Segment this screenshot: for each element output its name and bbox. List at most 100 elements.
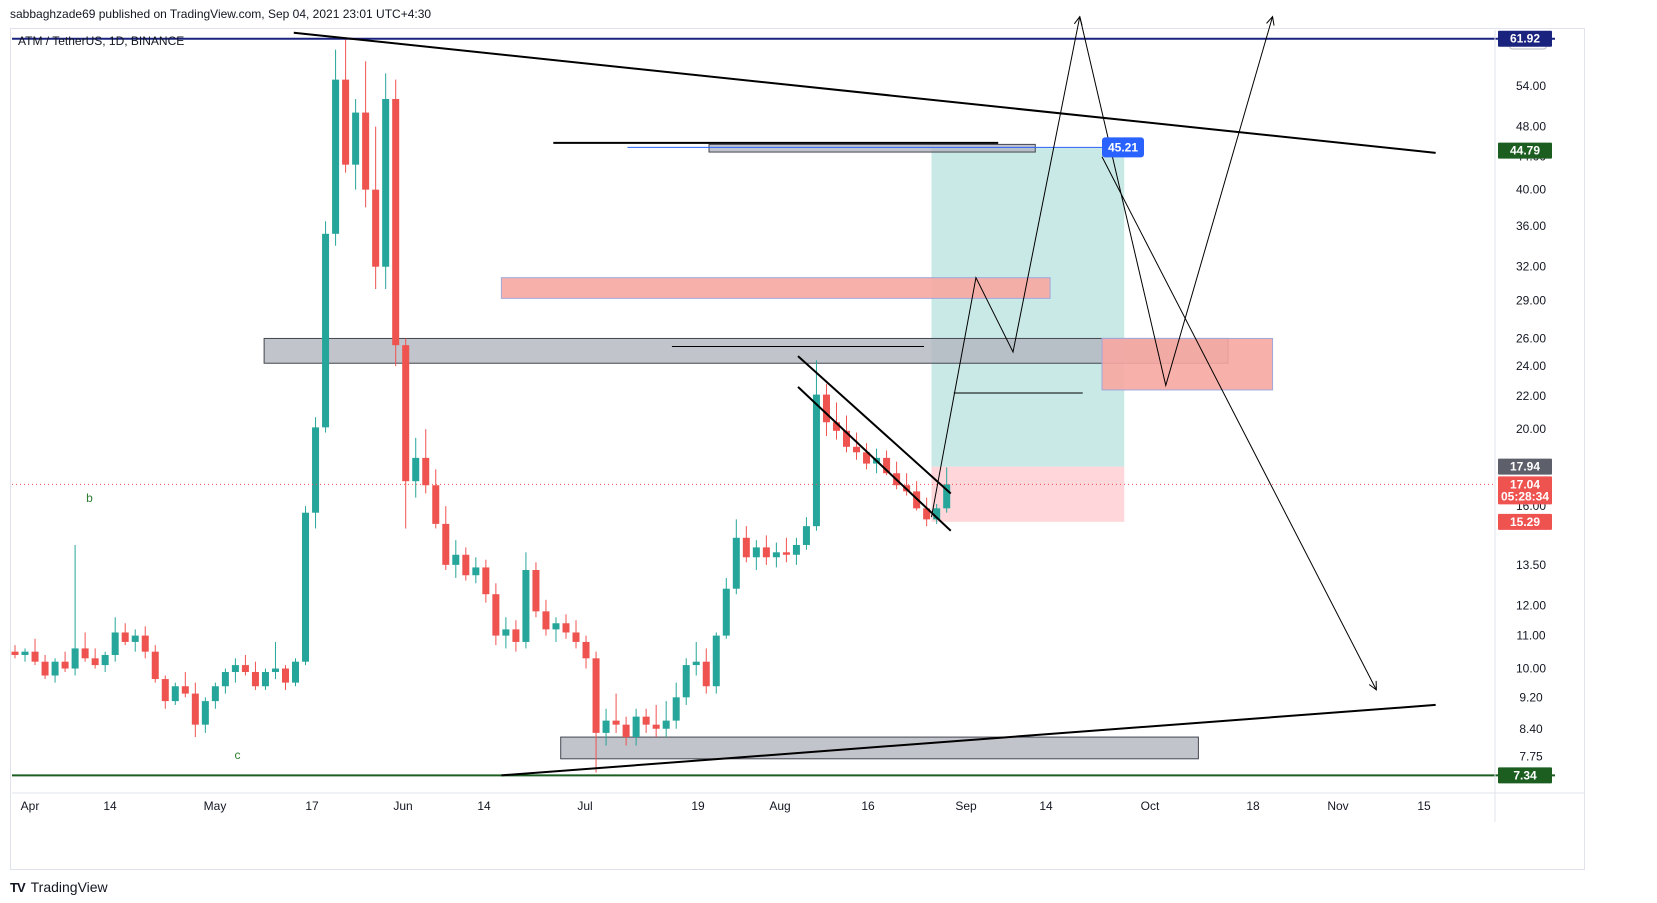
candle-body	[442, 523, 450, 565]
trendlines-layer: 45.21 b c	[12, 15, 1555, 777]
trendline	[797, 355, 952, 495]
candle-body	[392, 99, 400, 346]
price-tick: 12.00	[1516, 599, 1546, 613]
candle-body	[312, 427, 320, 513]
price-tick: 26.00	[1516, 331, 1546, 345]
candle-body	[782, 552, 790, 555]
candle-body	[702, 661, 710, 687]
candle-body	[822, 394, 830, 423]
candle-body	[722, 588, 730, 636]
target-price-badge-label: 45.21	[1108, 140, 1138, 154]
time-tick: 14	[1039, 799, 1053, 813]
candle-body	[502, 629, 510, 636]
candle-body	[41, 661, 49, 676]
wave-label: c	[234, 748, 240, 762]
candle-body	[452, 554, 460, 565]
candle-body	[522, 570, 530, 642]
price-tick: 32.00	[1516, 260, 1546, 274]
time-tick: Apr	[21, 799, 40, 813]
time-tick: 16	[861, 799, 875, 813]
price-tick: 24.00	[1516, 359, 1546, 373]
candle-body	[352, 112, 360, 165]
trendline	[293, 31, 1436, 154]
time-tick: 14	[477, 799, 491, 813]
symbol-label: ATM / TetherUS, 1D, BINANCE	[18, 34, 185, 48]
trendline	[501, 703, 1436, 777]
countdown-label: 05:28:34	[1501, 489, 1549, 503]
time-tick: Aug	[769, 799, 790, 813]
candle-body	[211, 686, 219, 702]
target-price-badge	[1102, 137, 1145, 158]
time-tick: 17	[305, 799, 319, 813]
time-tick: Oct	[1141, 799, 1160, 813]
target-box	[931, 147, 1125, 467]
grey-box	[708, 143, 1036, 153]
candle-body	[271, 668, 279, 672]
candle-body	[752, 547, 760, 558]
price-tick: 29.00	[1516, 294, 1546, 308]
candle-body	[261, 671, 269, 687]
candle-body	[11, 651, 19, 655]
arrow-head	[1368, 680, 1377, 691]
grey-box	[560, 736, 1199, 760]
candles-layer	[11, 38, 951, 773]
candle-body	[51, 661, 59, 676]
candle-body	[171, 686, 179, 702]
price-tick: 10.00	[1516, 662, 1546, 676]
candle-body	[692, 661, 700, 666]
red-box	[500, 277, 1051, 299]
candle-body	[231, 665, 239, 672]
candle-body	[161, 679, 169, 702]
time-tick: Nov	[1327, 799, 1348, 813]
candle-body	[81, 648, 89, 659]
projection-path	[1101, 156, 1377, 691]
price-tick: 7.75	[1519, 750, 1543, 764]
candle-body	[362, 112, 370, 190]
price-tag-label: 17.04	[1510, 477, 1540, 491]
candle-body	[111, 632, 119, 655]
price-tick: 22.00	[1516, 389, 1546, 403]
candle-body	[412, 457, 420, 482]
candle-body	[572, 632, 580, 642]
candle-body	[883, 457, 891, 474]
candle-body	[302, 512, 310, 662]
candle-body	[612, 720, 620, 725]
time-tick: 15	[1417, 799, 1431, 813]
candle-body	[812, 394, 820, 527]
price-tag-box	[1498, 767, 1552, 784]
candle-body	[512, 629, 520, 642]
candle-body	[372, 189, 380, 267]
candle-body	[251, 671, 259, 687]
price-tick: 11.00	[1516, 629, 1545, 643]
candle-body	[863, 452, 871, 464]
candle-body	[662, 720, 670, 729]
candle-body	[131, 635, 139, 642]
price-tick: 48.00	[1516, 120, 1546, 134]
candle-body	[71, 648, 79, 669]
candle-body	[31, 651, 39, 662]
candle-body	[292, 661, 300, 683]
price-axis: 54.0048.0044.0040.0036.0032.0029.0026.00…	[1494, 30, 1552, 822]
candle-body	[853, 446, 861, 453]
candle-body	[151, 651, 159, 680]
candle-body	[552, 623, 560, 630]
price-tick: 20.00	[1516, 422, 1546, 436]
time-tick: May	[204, 799, 227, 813]
red-box	[1101, 337, 1274, 391]
candle-body	[432, 485, 440, 524]
candle-body	[141, 635, 149, 652]
candle-body	[632, 716, 640, 738]
price-tag-label: 61.92	[1510, 32, 1540, 46]
chart-area[interactable]	[10, 28, 1585, 870]
price-tag-label: 7.34	[1513, 768, 1537, 782]
time-axis: Apr 14 May 17 Jun 14 Jul 19 Aug 16 Sep 14 Oct 18 Nov 15	[12, 792, 1585, 813]
price-tag-box	[1498, 30, 1552, 47]
price-tag-box	[1498, 513, 1552, 530]
price-tick: 36.00	[1516, 219, 1546, 233]
candle-body	[802, 526, 810, 545]
candle-body	[842, 430, 851, 447]
candle-body	[342, 79, 350, 165]
price-tag-label: 44.79	[1510, 144, 1540, 158]
candle-body	[742, 537, 750, 558]
